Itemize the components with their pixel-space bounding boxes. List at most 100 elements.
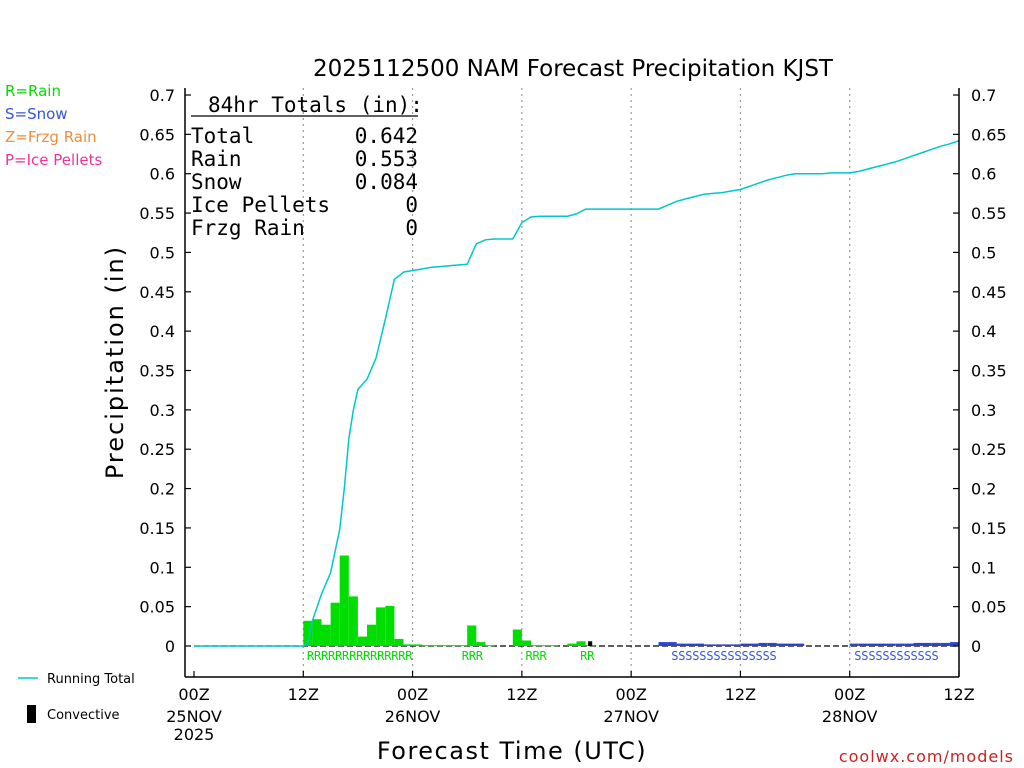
totals-label: Frzg Rain bbox=[191, 216, 305, 240]
y-tick-label-right: 0.55 bbox=[971, 204, 1007, 223]
rain-bar bbox=[512, 629, 522, 646]
convective-bar bbox=[588, 641, 593, 646]
totals-label: Ice Pellets bbox=[191, 193, 330, 217]
ptype-legend-item: S=Snow bbox=[5, 105, 68, 123]
ptype-strip: RR bbox=[580, 649, 595, 663]
x-tick-label: 12Z bbox=[288, 685, 319, 704]
y-tick-label-right: 0.25 bbox=[971, 440, 1007, 459]
totals-label: Total bbox=[191, 124, 254, 148]
snow-bar bbox=[767, 642, 777, 646]
totals-label: Rain bbox=[191, 147, 242, 171]
y-tick-label-left: 0.7 bbox=[150, 86, 175, 105]
legend-label: Running Total bbox=[47, 672, 135, 687]
totals-box: 84hr Totals (in): Total 0.642 Rain 0.553 Sno… bbox=[191, 93, 423, 240]
rain-bar bbox=[540, 645, 550, 647]
snow-bar bbox=[704, 644, 714, 646]
y-tick-label-right: 0.6 bbox=[971, 165, 996, 184]
snow-bar bbox=[867, 643, 877, 646]
x-tick-year-label: 2025 bbox=[174, 725, 215, 744]
rain-bar bbox=[421, 645, 431, 647]
snow-bar bbox=[913, 642, 923, 646]
y-tick-label-left: 0.65 bbox=[139, 125, 175, 144]
rain-bar bbox=[485, 645, 495, 647]
x-tick-label: 00Z bbox=[397, 685, 428, 704]
y-tick-label-left: 0.05 bbox=[139, 598, 175, 617]
rain-bar bbox=[458, 645, 468, 647]
snow-bar bbox=[922, 642, 932, 646]
y-tick-label-right: 0.15 bbox=[971, 519, 1007, 538]
y-tick-label-left: 0.6 bbox=[150, 165, 175, 184]
rain-bar bbox=[567, 643, 577, 646]
axes-layer: 0 00.05 0.050.1 0.10.15 0.150.2 0.20.25 0.250.… bbox=[139, 86, 1006, 744]
chart-title: 2025112500 NAM Forecast Precipitation KJ… bbox=[313, 56, 834, 82]
legend-label: Convective bbox=[47, 708, 120, 723]
ptype-legend-item: R=Rain bbox=[5, 82, 61, 100]
snow-bar bbox=[940, 642, 950, 646]
y-tick-label-left: 0.15 bbox=[139, 519, 175, 538]
rain-bar bbox=[339, 555, 349, 646]
snow-bar bbox=[731, 644, 741, 646]
x-tick-date-label: 28NOV bbox=[822, 707, 878, 726]
rain-bar bbox=[330, 602, 340, 646]
running-total-line bbox=[194, 139, 960, 647]
snow-bar bbox=[904, 643, 914, 646]
rain-bar bbox=[467, 625, 477, 646]
y-tick-label-left: 0 bbox=[165, 637, 175, 656]
x-tick-label: 00Z bbox=[615, 685, 646, 704]
x-tick-date-label: 26NOV bbox=[385, 707, 441, 726]
totals-value: 0 bbox=[405, 193, 418, 217]
x-tick-label: 12Z bbox=[943, 685, 974, 704]
snow-bar bbox=[685, 643, 695, 646]
y-tick-label-left: 0.3 bbox=[150, 401, 175, 420]
y-axis-label: Precipitation (in) bbox=[101, 245, 129, 479]
y-tick-label-right: 0.45 bbox=[971, 283, 1007, 302]
snow-bar bbox=[676, 643, 686, 646]
rain-bar bbox=[412, 644, 422, 646]
x-tick-date-label: 25NOV bbox=[166, 707, 222, 726]
rain-bar bbox=[576, 641, 586, 646]
y-tick-label-right: 0.65 bbox=[971, 125, 1007, 144]
y-tick-label-right: 0.2 bbox=[971, 480, 996, 499]
totals-value: 0.084 bbox=[355, 170, 418, 194]
snow-bar bbox=[849, 643, 859, 646]
snow-bar bbox=[949, 642, 959, 646]
rain-bar bbox=[476, 642, 486, 646]
totals-value: 0 bbox=[405, 216, 418, 240]
totals-heading: 84hr Totals (in): bbox=[208, 93, 423, 117]
rain-bar bbox=[403, 644, 413, 646]
snow-bar bbox=[722, 644, 732, 646]
snow-bar bbox=[931, 642, 941, 646]
snow-bar bbox=[749, 643, 759, 646]
running-total-layer bbox=[194, 139, 960, 647]
snow-bar bbox=[713, 644, 723, 646]
y-tick-label-right: 0.05 bbox=[971, 598, 1007, 617]
rain-bar bbox=[430, 645, 440, 647]
bottom-legend: Running Total Convective bbox=[18, 672, 135, 723]
ptype-strip: RRRRRRRRRRRRRRR bbox=[307, 649, 413, 663]
gridlines-layer bbox=[194, 88, 959, 677]
ptype-strip: SSSSSSSSSSSSSSS bbox=[671, 649, 776, 663]
y-tick-label-right: 0.4 bbox=[971, 322, 996, 341]
y-tick-label-left: 0.25 bbox=[139, 440, 175, 459]
y-tick-label-right: 0 bbox=[971, 637, 981, 656]
snow-bar bbox=[877, 643, 887, 646]
y-tick-label-left: 0.35 bbox=[139, 362, 175, 381]
snow-bar bbox=[786, 643, 796, 646]
rain-bar bbox=[376, 607, 386, 646]
rain-bar bbox=[394, 638, 404, 646]
rain-bar bbox=[367, 624, 377, 646]
ptype-legend-item: P=Ice Pellets bbox=[5, 151, 102, 169]
totals-value: 0.553 bbox=[355, 147, 418, 171]
rain-bar bbox=[321, 624, 331, 646]
ptype-strip: RRR bbox=[526, 649, 548, 663]
x-axis-label: Forecast Time (UTC) bbox=[377, 737, 647, 765]
ptype-legend-item: Z=Frzg Rain bbox=[5, 128, 97, 146]
x-tick-label: 00Z bbox=[834, 685, 865, 704]
rain-bar bbox=[303, 620, 313, 646]
rain-bar bbox=[439, 645, 449, 647]
snow-bar bbox=[858, 643, 868, 646]
snow-bar bbox=[795, 643, 805, 646]
y-tick-label-right: 0.3 bbox=[971, 401, 996, 420]
y-tick-label-right: 0.35 bbox=[971, 362, 1007, 381]
